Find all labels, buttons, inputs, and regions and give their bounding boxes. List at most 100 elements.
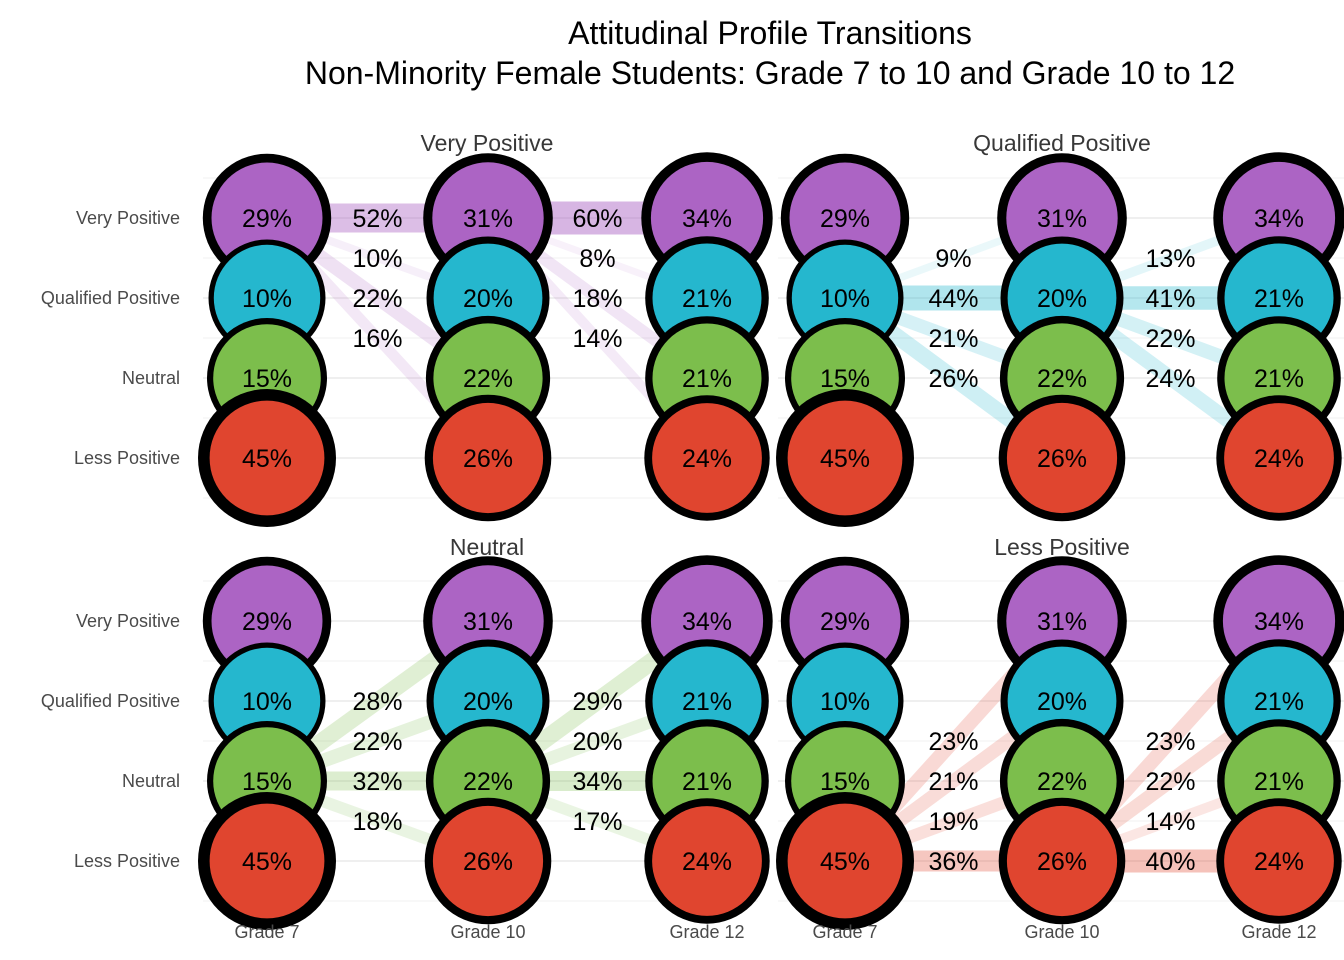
node-label: 26%: [1037, 848, 1087, 876]
node-label: 24%: [1254, 848, 1304, 876]
node-label: 24%: [682, 445, 732, 473]
node-label: 20%: [1037, 285, 1087, 313]
node-label: 26%: [463, 848, 513, 876]
flow-label: 17%: [572, 808, 622, 836]
y-axis-label: Less Positive: [74, 851, 180, 871]
x-axis-label: Grade 12: [669, 922, 744, 942]
node-circle: [789, 565, 901, 677]
node-label: 21%: [1254, 365, 1304, 393]
flow-label: 16%: [352, 325, 402, 353]
node-circle: [432, 805, 544, 917]
y-axis-label: Very Positive: [76, 611, 180, 631]
panel-title: Neutral: [450, 534, 524, 560]
node-label: 10%: [820, 688, 870, 716]
node-label: 22%: [1037, 365, 1087, 393]
node-circle: [1006, 402, 1118, 514]
y-axis-label: Qualified Positive: [41, 288, 180, 308]
node-label: 20%: [463, 688, 513, 716]
node-circle: [209, 400, 325, 516]
flow-label: 21%: [928, 325, 978, 353]
node-label: 20%: [463, 285, 513, 313]
flow-label: 18%: [572, 285, 622, 313]
y-axis-label: Neutral: [122, 771, 180, 791]
title-block: Attitudinal Profile Transitions Non-Mino…: [196, 13, 1344, 93]
node-label: 45%: [242, 445, 292, 473]
node-label: 21%: [682, 365, 732, 393]
node-label: 31%: [463, 205, 513, 233]
flow-label: 24%: [1145, 365, 1195, 393]
node-circle: [1224, 403, 1334, 513]
node-label: 34%: [682, 608, 732, 636]
y-axis-label: Very Positive: [76, 208, 180, 228]
node-label: 45%: [820, 445, 870, 473]
flow-label: 20%: [572, 728, 622, 756]
flow-label: 19%: [928, 808, 978, 836]
node-label: 26%: [463, 445, 513, 473]
flow-label: 21%: [928, 768, 978, 796]
panel-qualified-positive: 29% 10% 15% 45% 31% 20% 22% 26% 34% 21% 21% 24% 9% 44…: [776, 130, 1344, 527]
flow-label: 9%: [935, 245, 971, 273]
panel-very-positive: 29% 10% 15% 45% 31% 20% 22% 26% 34% 21% 21% 24% 52% 1…: [41, 130, 773, 527]
node-circle: [787, 400, 903, 516]
node-label: 29%: [242, 205, 292, 233]
flow-label: 60%: [572, 205, 622, 233]
flow-label: 40%: [1145, 848, 1195, 876]
flow-label: 23%: [1145, 728, 1195, 756]
node-label: 22%: [463, 365, 513, 393]
node-circle: [652, 403, 762, 513]
x-axis-label: Grade 10: [1024, 922, 1099, 942]
panel-less-positive: 29% 10% 15% 45% 31% 20% 22% 26% 34% 21% 21% 24% 23% 2…: [776, 534, 1344, 942]
flow-label: 8%: [579, 245, 615, 273]
flow-label: 13%: [1145, 245, 1195, 273]
node-circle: [652, 806, 762, 916]
y-axis-label: Qualified Positive: [41, 691, 180, 711]
flow-label: 22%: [1145, 325, 1195, 353]
node-label: 24%: [1254, 445, 1304, 473]
node-label: 29%: [820, 205, 870, 233]
node-label: 20%: [1037, 688, 1087, 716]
flow-label: 32%: [352, 768, 402, 796]
node-label: 15%: [242, 768, 292, 796]
y-axis-label: Less Positive: [74, 448, 180, 468]
node-label: 29%: [820, 608, 870, 636]
flow-label: 44%: [928, 285, 978, 313]
node-label: 21%: [1254, 688, 1304, 716]
node-label: 31%: [1037, 608, 1087, 636]
node-label: 31%: [463, 608, 513, 636]
node-label: 15%: [820, 768, 870, 796]
node-label: 34%: [682, 205, 732, 233]
node-label: 31%: [1037, 205, 1087, 233]
flow-label: 28%: [352, 688, 402, 716]
panel-title: Less Positive: [994, 534, 1130, 560]
flow-label: 36%: [928, 848, 978, 876]
flow-label: 14%: [572, 325, 622, 353]
node-label: 34%: [1254, 205, 1304, 233]
x-axis-label: Grade 7: [234, 922, 299, 942]
x-axis-label: Grade 7: [812, 922, 877, 942]
x-axis-label: Grade 10: [450, 922, 525, 942]
node-label: 21%: [682, 768, 732, 796]
flow-label: 23%: [928, 728, 978, 756]
chart-subtitle: Non-Minority Female Students: Grade 7 to…: [304, 55, 1236, 91]
flow-label: 34%: [572, 768, 622, 796]
node-label: 21%: [682, 688, 732, 716]
node-circle: [1224, 806, 1334, 916]
node-circle: [211, 162, 323, 274]
node-circle: [432, 402, 544, 514]
flow-label: 14%: [1145, 808, 1195, 836]
node-circle: [789, 162, 901, 274]
panel-title: Very Positive: [421, 130, 554, 156]
node-label: 21%: [1254, 285, 1304, 313]
y-axis-label: Neutral: [122, 368, 180, 388]
node-label: 10%: [242, 285, 292, 313]
node-label: 29%: [242, 608, 292, 636]
flow-label: 22%: [1145, 768, 1195, 796]
flow-label: 22%: [352, 285, 402, 313]
node-label: 15%: [820, 365, 870, 393]
node-circle: [1006, 805, 1118, 917]
node-label: 15%: [242, 365, 292, 393]
node-label: 26%: [1037, 445, 1087, 473]
x-axis-label: Grade 12: [1241, 922, 1316, 942]
node-circle: [211, 565, 323, 677]
